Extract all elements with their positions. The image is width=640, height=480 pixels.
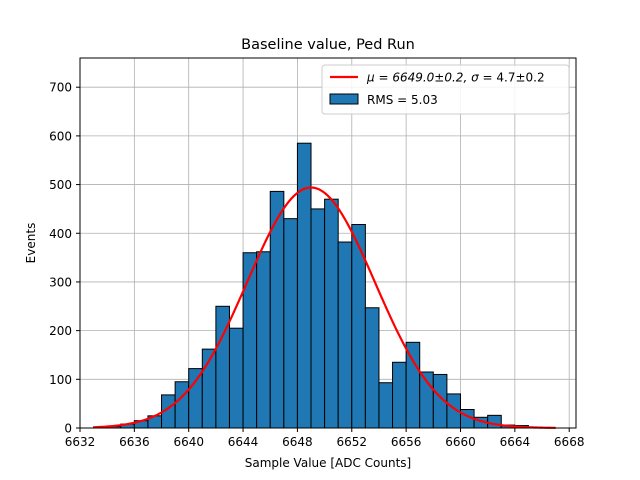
legend: μ = 6649.0±0.2, σ = 4.7±0.2 RMS = 5.03 — [321, 64, 570, 115]
legend-fit-mu: μ = 6649.0±0.2, — [366, 71, 471, 85]
histogram-bar — [405, 341, 421, 429]
x-axis-label: Sample Value [ADC Counts] — [245, 456, 411, 470]
y-axis-ticks: 0 100 200 300 400 500 600 700 — [49, 81, 80, 436]
legend-box — [321, 64, 570, 115]
y-tick-label: 200 — [49, 324, 72, 338]
x-tick-label: 6644 — [228, 435, 259, 449]
x-tick-label: 6664 — [500, 435, 531, 449]
legend-hist-label: RMS = 5.03 — [367, 93, 438, 107]
y-tick-label: 600 — [49, 129, 72, 143]
x-tick-label: 6632 — [65, 435, 96, 449]
x-tick-label: 6652 — [337, 435, 368, 449]
histogram-bar — [188, 368, 203, 429]
histogram-bar — [242, 252, 258, 429]
histogram-bar — [364, 307, 380, 429]
y-tick-label: 500 — [49, 178, 72, 192]
y-tick-label: 700 — [49, 81, 72, 95]
x-tick-label: 6656 — [391, 435, 422, 449]
y-axis-label: Events — [24, 223, 38, 264]
histogram-bar — [256, 251, 271, 429]
x-tick-label: 6668 — [554, 435, 585, 449]
legend-fit-sigma: = 4.7±0.2 — [479, 71, 545, 85]
histogram-bar — [296, 142, 312, 429]
histogram-bar — [378, 382, 394, 429]
histogram-bar — [174, 381, 190, 429]
plot-frame — [79, 57, 577, 429]
histogram-bar — [337, 241, 353, 429]
histogram-bar — [283, 218, 298, 429]
x-tick-label: 6648 — [282, 435, 313, 449]
legend-fit-sigma-symbol: σ — [471, 71, 479, 85]
x-tick-label: 6640 — [173, 435, 204, 449]
gaussian-fit-curve — [93, 186, 556, 429]
x-axis-ticks: 6632 6636 6640 6644 6648 6652 6656 6660 6664 6668 — [65, 428, 585, 449]
x-tick-label: 6660 — [445, 435, 476, 449]
y-tick-label: 100 — [49, 373, 72, 387]
histogram-bar — [487, 414, 502, 429]
histogram-bar — [324, 198, 339, 429]
chart-title: Baseline value, Ped Run — [241, 37, 415, 53]
histogram-bars — [93, 142, 543, 429]
y-tick-label: 0 — [64, 422, 72, 436]
legend-fit-label: μ = 6649.0±0.2, σ = 4.7±0.2 — [366, 71, 545, 85]
histogram-bar — [228, 327, 244, 429]
x-tick-label: 6636 — [119, 435, 150, 449]
legend-hist-swatch — [329, 93, 359, 105]
y-tick-label: 400 — [49, 227, 72, 241]
y-tick-label: 300 — [49, 275, 72, 289]
histogram-bar — [392, 361, 407, 429]
histogram-bar — [310, 208, 326, 429]
